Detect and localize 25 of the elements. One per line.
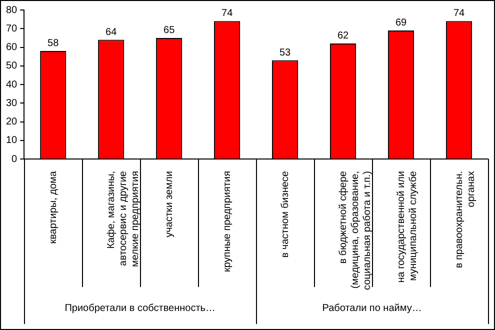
data-label: 53 bbox=[279, 47, 292, 58]
x-tick-label: участки земли bbox=[164, 171, 175, 238]
data-label: 64 bbox=[106, 26, 118, 38]
y-tick-label: 20 bbox=[6, 116, 18, 128]
x-tick-label: в правоохранительн. органах bbox=[454, 171, 477, 268]
x-tick-label: в бюджетной сфере (медицина, образование, социальная работа и т.п.) bbox=[338, 170, 373, 290]
y-tick-label: 0 bbox=[12, 154, 18, 165]
x-tick-label: квартиры, дома bbox=[48, 170, 59, 244]
data-label: 74 bbox=[453, 8, 466, 20]
data-label: 62 bbox=[337, 30, 350, 42]
data-label: 58 bbox=[48, 38, 60, 49]
text: Работали по найму… bbox=[322, 303, 422, 314]
y-tick-label: 70 bbox=[6, 23, 18, 34]
data-label: 69 bbox=[395, 17, 408, 28]
y-tick-label: 10 bbox=[6, 135, 18, 146]
y-tick-label: 80 bbox=[6, 4, 18, 16]
y-tick-label: 40 bbox=[6, 79, 18, 90]
x-tick-label: в частном бизнесе bbox=[280, 170, 291, 258]
y-tick-label: 60 bbox=[6, 42, 18, 53]
data-label: 74 bbox=[222, 8, 234, 20]
x-tick-label: крупные предприятия bbox=[222, 171, 233, 272]
text: Приобретали в собственность… bbox=[64, 303, 216, 314]
y-tick-label: 50 bbox=[6, 60, 18, 72]
y-tick-label: 30 bbox=[6, 98, 18, 109]
data-label: 65 bbox=[164, 24, 176, 36]
